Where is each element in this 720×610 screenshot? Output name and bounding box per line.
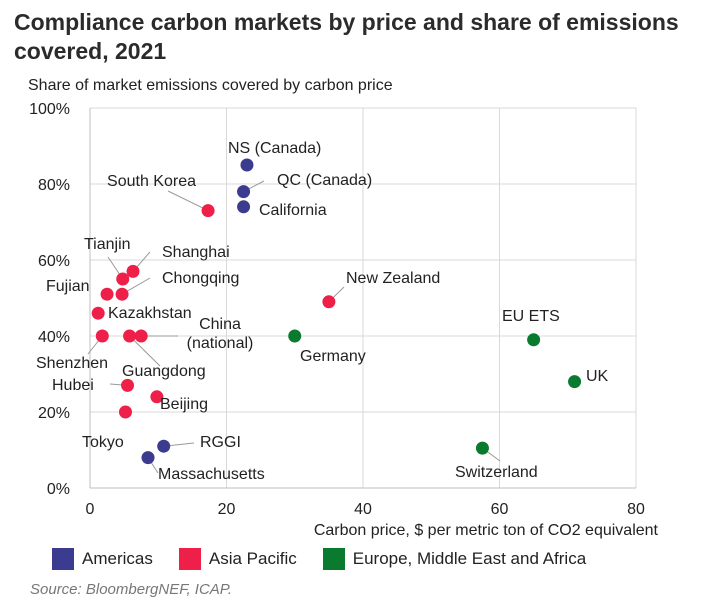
point-label: UK	[586, 368, 609, 385]
data-point-europe	[475, 441, 489, 455]
y-tick-label: 100%	[29, 101, 70, 118]
y-tick-label: 20%	[38, 405, 70, 422]
x-axis-label: Carbon price, $ per metric ton of CO2 eq…	[314, 522, 659, 539]
legend-swatch	[322, 548, 345, 570]
legend-label: Americas	[82, 549, 153, 568]
point-label: Shenzhen	[36, 355, 108, 372]
data-point-asia_pacific	[123, 329, 137, 343]
x-tick-label: 60	[491, 501, 509, 518]
x-tick-label: 20	[218, 501, 236, 518]
data-point-asia_pacific	[150, 390, 164, 404]
data-point-americas	[240, 158, 254, 172]
leader-line	[129, 335, 161, 367]
scatter-chart: Share of market emissions covered by car…	[28, 77, 659, 539]
point-label: Tianjin	[84, 236, 131, 253]
legend: Americas Asia Pacific Europe, Middle East …	[52, 548, 612, 570]
legend-item-americas: Americas	[52, 548, 153, 570]
x-tick-label: 40	[354, 501, 372, 518]
legend-label: Asia Pacific	[208, 549, 297, 568]
data-point-asia_pacific	[100, 287, 114, 301]
point-label: California	[259, 202, 327, 219]
point-label: Tokyo	[82, 434, 124, 451]
point-label: Beijing	[160, 396, 208, 413]
data-point-asia_pacific	[126, 264, 140, 278]
legend-swatch	[52, 548, 74, 570]
leader-line	[167, 190, 209, 212]
source-note: Source: BloombergNEF, ICAP.	[30, 581, 233, 598]
point-label: Fujian	[46, 278, 90, 295]
point-label: Switzerland	[455, 464, 538, 481]
point-label: Hubei	[52, 377, 94, 394]
x-tick-label: 80	[627, 501, 645, 518]
point-label: QC (Canada)	[277, 172, 372, 189]
data-point-asia_pacific	[91, 306, 105, 320]
point-label: EU ETS	[502, 308, 560, 325]
data-point-asia_pacific	[121, 378, 135, 392]
data-point-asia_pacific	[134, 329, 148, 343]
y-tick-label: 60%	[38, 253, 70, 270]
point-label: China (national)	[187, 316, 254, 352]
data-point-asia_pacific	[116, 272, 130, 286]
point-label: Massachusetts	[158, 466, 265, 483]
y-tick-label: 0%	[47, 481, 70, 498]
point-label: NS (Canada)	[228, 140, 321, 157]
y-axis-label: Share of market emissions covered by car…	[28, 77, 393, 94]
point-label: Guangdong	[122, 363, 206, 380]
chart-title: Compliance carbon markets by price and s…	[14, 9, 679, 64]
legend-item-europe: Europe, Middle East and Africa	[322, 548, 587, 570]
y-tick-label: 40%	[38, 329, 70, 346]
data-point-americas	[141, 451, 155, 465]
data-point-asia_pacific	[115, 287, 129, 301]
point-label: Kazakhstan	[108, 305, 192, 322]
data-point-asia_pacific	[201, 204, 215, 218]
data-point-americas	[237, 200, 251, 214]
data-point-americas	[237, 185, 251, 199]
data-point-europe	[288, 329, 302, 343]
point-label: New Zealand	[346, 270, 440, 287]
data-point-asia_pacific	[118, 405, 132, 419]
data-point-americas	[157, 439, 171, 453]
y-tick-label: 80%	[38, 177, 70, 194]
point-label: RGGI	[200, 434, 241, 451]
point-label: Germany	[300, 348, 366, 365]
data-point-europe	[568, 375, 582, 389]
legend-label: Europe, Middle East and Africa	[352, 549, 587, 568]
point-label: Chongqing	[162, 270, 239, 287]
legend-item-asia_pacific: Asia Pacific	[178, 548, 297, 570]
point-label: South Korea	[107, 173, 196, 190]
data-point-asia_pacific	[95, 329, 109, 343]
legend-swatch	[178, 548, 201, 570]
point-label: Shanghai	[162, 244, 230, 261]
data-point-europe	[527, 333, 541, 347]
x-tick-label: 0	[86, 501, 95, 518]
data-point-asia_pacific	[322, 295, 336, 309]
